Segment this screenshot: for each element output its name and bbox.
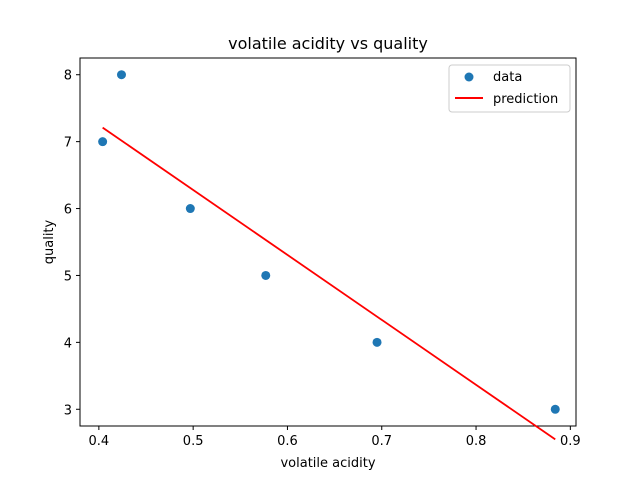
prediction-series	[102, 126, 556, 441]
data-point	[185, 204, 195, 214]
prediction-line	[102, 126, 556, 441]
y-tick-label: 7	[64, 136, 72, 151]
y-tick-label: 3	[64, 403, 72, 418]
chart-title: volatile acidity vs quality	[228, 34, 428, 53]
x-tick-label: 0.8	[466, 434, 487, 449]
data-point	[372, 337, 382, 347]
y-tick-label: 8	[64, 69, 72, 84]
y-axis-label: quality	[42, 219, 57, 264]
y-ticks: 3 4 5 6 7 8	[64, 69, 80, 418]
legend-data-marker	[464, 72, 474, 82]
x-tick-label: 0.4	[89, 434, 110, 449]
x-tick-label: 0.6	[277, 434, 298, 449]
legend: data prediction	[448, 64, 571, 113]
data-point	[550, 404, 560, 414]
axes: 0.4 0.5 0.6 0.7 0.8 0.9 3 4 5 6 7 8	[64, 57, 581, 449]
legend-box	[448, 64, 571, 113]
data-point	[116, 70, 126, 80]
legend-prediction-label: prediction	[493, 92, 558, 107]
x-tick-label: 0.5	[183, 434, 204, 449]
x-axis-label: volatile acidity	[280, 456, 375, 471]
x-ticks: 0.4 0.5 0.6 0.7 0.8 0.9	[89, 426, 581, 449]
data-point	[261, 270, 271, 280]
y-tick-label: 4	[64, 336, 72, 351]
x-tick-label: 0.9	[560, 434, 581, 449]
legend-data-label: data	[493, 70, 522, 85]
plot-frame	[79, 57, 577, 427]
y-tick-label: 6	[64, 203, 72, 218]
y-tick-label: 5	[64, 269, 72, 284]
data-series	[98, 70, 560, 414]
data-point	[98, 137, 108, 147]
x-tick-label: 0.7	[371, 434, 392, 449]
